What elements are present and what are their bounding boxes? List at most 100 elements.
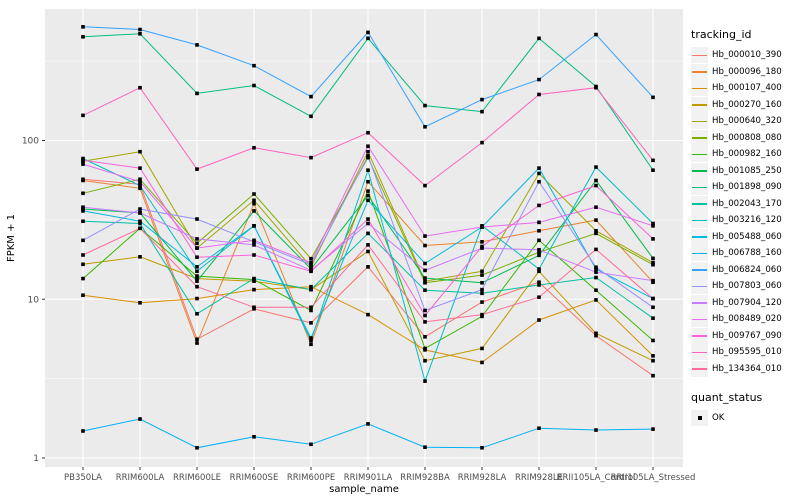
- legend-label: Hb_000010_390: [712, 50, 782, 61]
- legend-label: Hb_005488_060: [712, 231, 782, 242]
- data-point: [537, 247, 541, 252]
- data-point: [309, 114, 313, 119]
- legend-color-line: [692, 170, 707, 172]
- legend-item: Hb_007803_060: [691, 278, 799, 295]
- data-point: [252, 201, 256, 206]
- legend: tracking_id Hb_000010_390 Hb_000096_180 Hb…: [691, 28, 799, 427]
- data-point: [480, 273, 484, 277]
- data-point: [480, 269, 484, 274]
- data-point: [309, 336, 313, 340]
- data-point: [651, 95, 655, 100]
- legend-line-swatch: [691, 146, 708, 163]
- data-point: [366, 30, 370, 35]
- data-point: [195, 284, 199, 289]
- data-point: [651, 224, 655, 228]
- data-point: [138, 177, 142, 182]
- legend-line-swatch: [691, 228, 708, 245]
- data-point: [423, 103, 427, 108]
- data-point: [537, 179, 541, 184]
- legend-label: Hb_000107_400: [712, 83, 782, 94]
- data-point: [252, 83, 256, 88]
- data-point: [366, 243, 370, 247]
- data-point: [651, 305, 655, 310]
- data-points: [81, 25, 655, 450]
- x-tick-label: PB350LA: [64, 473, 102, 483]
- legend-label: Hb_000640_320: [712, 116, 782, 127]
- data-point: [594, 205, 598, 210]
- legend-label: Hb_009767_090: [712, 330, 782, 341]
- data-point: [309, 442, 313, 447]
- data-point: [594, 270, 598, 275]
- data-point: [480, 240, 484, 244]
- legend-line-swatch: [691, 162, 708, 179]
- data-point: [651, 278, 655, 283]
- data-point: [195, 237, 199, 241]
- data-point: [594, 183, 598, 188]
- legend-line-swatch: [691, 261, 708, 278]
- data-point: [651, 237, 655, 241]
- legend-line-swatch: [691, 344, 708, 361]
- data-point: [423, 234, 427, 238]
- data-point: [195, 341, 199, 345]
- legend-color-line: [692, 104, 707, 106]
- data-point: [366, 217, 370, 221]
- data-point: [309, 155, 313, 160]
- data-point: [366, 422, 370, 426]
- data-point: [309, 287, 313, 292]
- legend-label: Hb_003216_120: [712, 215, 782, 226]
- data-point: [594, 265, 598, 270]
- data-point: [252, 253, 256, 257]
- data-point: [138, 85, 142, 90]
- data-point: [537, 171, 541, 176]
- data-point: [423, 276, 427, 280]
- data-point: [423, 124, 427, 129]
- data-point: [594, 275, 598, 280]
- data-point: [138, 27, 142, 32]
- data-point: [480, 346, 484, 351]
- data-point: [423, 183, 427, 188]
- legend-label: Hb_006824_060: [712, 264, 782, 275]
- data-point: [138, 149, 142, 154]
- legend-point-swatch: [691, 410, 708, 427]
- legend-label: Hb_008489_020: [712, 314, 782, 325]
- data-point: [138, 255, 142, 259]
- data-point: [366, 265, 370, 269]
- legend-line-swatch: [691, 327, 708, 344]
- data-point: [423, 358, 427, 363]
- tracking-id-legend-items: Hb_000010_390 Hb_000096_180 Hb_000107_400 H…: [691, 47, 799, 377]
- data-point: [81, 178, 85, 183]
- data-point: [366, 221, 370, 226]
- legend-line-swatch: [691, 360, 708, 377]
- data-point: [195, 43, 199, 47]
- data-point: [366, 154, 370, 158]
- data-point: [309, 262, 313, 267]
- data-point: [537, 166, 541, 170]
- legend-color-line: [692, 71, 707, 73]
- data-point: [81, 293, 85, 298]
- x-tick-label: RRIM600PE: [287, 473, 335, 483]
- data-point: [366, 130, 370, 135]
- data-point: [594, 428, 598, 432]
- data-point: [195, 269, 199, 274]
- data-point: [138, 186, 142, 191]
- legend-item: Hb_003216_120: [691, 212, 799, 229]
- legend-label: Hb_001085_250: [712, 165, 782, 176]
- data-point: [537, 253, 541, 258]
- data-point: [309, 269, 313, 274]
- data-point: [480, 312, 484, 317]
- data-point: [81, 35, 85, 39]
- data-point: [594, 85, 598, 90]
- x-tick-label: RRIM600SE: [230, 473, 279, 483]
- legend-color-line: [692, 186, 707, 189]
- data-point: [195, 217, 199, 221]
- data-point: [138, 300, 142, 305]
- data-point: [594, 178, 598, 183]
- data-point: [423, 313, 427, 318]
- black-square-point-icon: [697, 416, 702, 421]
- data-point: [138, 221, 142, 226]
- data-point: [423, 346, 427, 351]
- data-point: [252, 192, 256, 196]
- legend-label: OK: [712, 413, 725, 424]
- legend-line-swatch: [691, 311, 708, 328]
- legend-item: Hb_008489_020: [691, 311, 799, 328]
